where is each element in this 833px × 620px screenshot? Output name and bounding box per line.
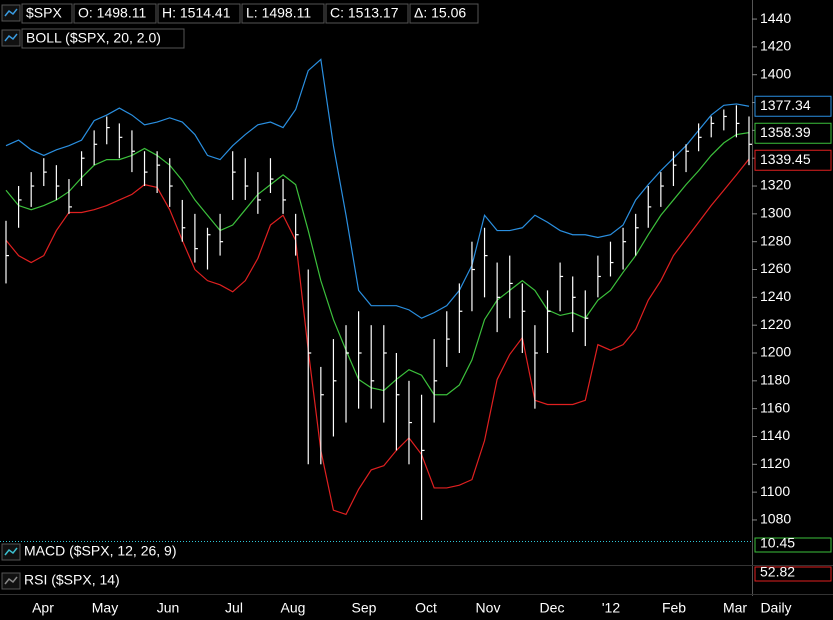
value-tag-label: 1339.45 bbox=[760, 151, 811, 167]
header-box bbox=[157, 3, 241, 24]
y-tick-label: 1160 bbox=[760, 399, 790, 415]
value-tag bbox=[754, 149, 832, 171]
panel-label: MACD ($SPX, 12, 26, 9) bbox=[24, 543, 177, 559]
header-box bbox=[21, 28, 185, 49]
band-line-middle bbox=[5, 132, 750, 396]
band-line-lower bbox=[5, 158, 750, 516]
x-tick-label: Feb bbox=[662, 600, 686, 616]
header-text: Δ: 15.06 bbox=[414, 5, 466, 21]
x-tick-label: Sep bbox=[352, 600, 377, 616]
y-tick-label: 1300 bbox=[760, 205, 791, 221]
x-tick-label: Nov bbox=[476, 600, 501, 616]
value-tag bbox=[754, 95, 832, 117]
header-text: L: 1498.11 bbox=[246, 5, 311, 21]
x-tick-label: Dec bbox=[540, 600, 565, 616]
header-text: O: 1498.11 bbox=[78, 5, 146, 21]
y-tick-label: 1080 bbox=[760, 511, 791, 527]
header-text: C: 1513.17 bbox=[330, 5, 399, 21]
y-tick-label: 1320 bbox=[760, 177, 791, 193]
icon bbox=[4, 33, 18, 42]
x-tick-label: Jun bbox=[157, 600, 180, 616]
header-text: H: 1514.41 bbox=[162, 5, 231, 21]
y-tick-label: 1140 bbox=[760, 427, 790, 443]
x-tick-label: Mar bbox=[723, 600, 747, 616]
value-tag bbox=[754, 122, 832, 144]
y-tick-label: 1120 bbox=[760, 455, 790, 471]
y-tick-label: 1100 bbox=[760, 483, 790, 499]
x-tick-label: Oct bbox=[415, 600, 437, 616]
y-tick-label: 1440 bbox=[760, 10, 791, 26]
x-tick-label: Apr bbox=[32, 600, 54, 616]
y-tick-label: 1400 bbox=[760, 65, 791, 81]
y-tick-label: 1200 bbox=[760, 344, 791, 360]
y-tick-label: 1280 bbox=[760, 232, 791, 248]
value-tag bbox=[754, 537, 832, 553]
y-tick-label: 1180 bbox=[760, 372, 790, 388]
indicator-label: BOLL ($SPX, 20, 2.0) bbox=[26, 30, 161, 46]
icon bbox=[4, 576, 18, 585]
value-tag bbox=[754, 566, 832, 582]
header-box bbox=[73, 3, 157, 24]
y-tick-label: 1240 bbox=[760, 288, 791, 304]
value-tag-label: 52.82 bbox=[760, 564, 795, 580]
header-box bbox=[241, 3, 325, 24]
y-tick-label: 1260 bbox=[760, 260, 791, 276]
header-box bbox=[21, 3, 73, 24]
y-tick-label: 1420 bbox=[760, 38, 791, 54]
band-line-upper bbox=[5, 58, 750, 319]
icon bbox=[4, 8, 18, 17]
header-box bbox=[409, 3, 479, 24]
x-tick-label: May bbox=[92, 600, 118, 616]
value-tag-label: 1377.34 bbox=[760, 97, 811, 113]
x-tick-label: Jul bbox=[225, 600, 243, 616]
header-text: $SPX bbox=[26, 5, 62, 21]
x-tick-label: '12 bbox=[602, 600, 620, 616]
value-tag-label: 10.45 bbox=[760, 535, 795, 551]
value-tag-label: 1358.39 bbox=[760, 124, 811, 140]
y-tick-label: 1220 bbox=[760, 316, 791, 332]
header-box bbox=[325, 3, 409, 24]
interval-label: Daily bbox=[760, 600, 791, 616]
x-tick-label: Aug bbox=[281, 600, 306, 616]
panel-label: RSI ($SPX, 14) bbox=[24, 572, 120, 588]
icon bbox=[4, 547, 18, 556]
